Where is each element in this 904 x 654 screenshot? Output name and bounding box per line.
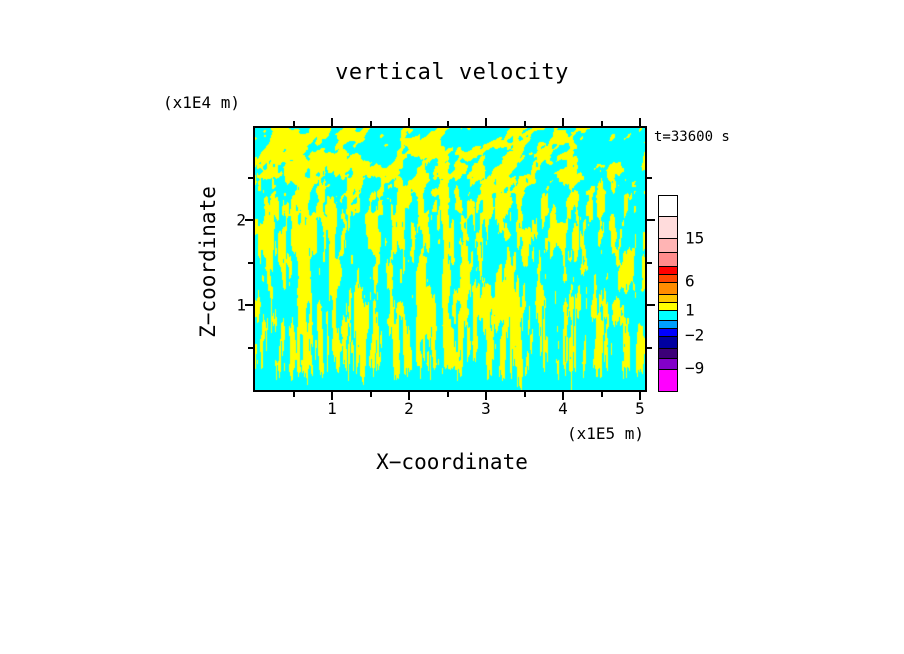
colorbar-segment: [659, 328, 677, 336]
x-axis-tick-label: 2: [404, 399, 414, 418]
x-axis-major-tick: [639, 392, 641, 400]
z-axis-minor-tick: [248, 261, 253, 264]
x-axis-minor-tick: [292, 392, 295, 397]
right-axis-major-tick: [647, 304, 655, 306]
z-axis-tick-label: 2: [236, 210, 246, 230]
colorbar-segment: [659, 238, 677, 252]
z-axis-minor-tick: [248, 176, 253, 179]
colorbar-segment: [659, 369, 677, 391]
top-axis-major-tick: [331, 118, 333, 126]
top-axis-major-tick: [562, 118, 564, 126]
time-annotation: t=33600 s: [654, 129, 730, 145]
top-axis-minor-tick: [292, 121, 295, 126]
z-axis-major-tick: [245, 219, 253, 221]
x-axis-minor-tick: [369, 392, 372, 397]
colorbar-segment: [659, 282, 677, 294]
chart-title: vertical velocity: [335, 60, 569, 85]
colorbar-segment: [659, 336, 677, 348]
colorbar-segment: [659, 252, 677, 266]
colorbar-segment: [659, 302, 677, 310]
x-axis-major-tick: [331, 392, 333, 400]
top-axis-major-tick: [485, 118, 487, 126]
colorbar-segment: [659, 320, 677, 328]
colorbar-segment: [659, 358, 677, 369]
x-axis-minor-tick: [523, 392, 526, 397]
z-axis-tick-label: 1: [236, 295, 246, 315]
x-axis-major-tick: [408, 392, 410, 400]
plot-frame: [253, 126, 647, 392]
colorbar-segment: [659, 294, 677, 302]
right-axis-minor-tick: [647, 261, 652, 264]
colorbar-tick-label: −9: [685, 358, 705, 378]
x-axis-minor-tick: [446, 392, 449, 397]
x-axis-tick-label: 1: [327, 399, 337, 418]
colorbar-tick-label: −2: [685, 325, 705, 345]
top-axis-minor-tick: [600, 121, 603, 126]
colorbar-segment: [659, 274, 677, 282]
x-axis-minor-tick: [600, 392, 603, 397]
top-axis-minor-tick: [523, 121, 526, 126]
x-axis-tick-label: 4: [558, 399, 568, 418]
z-axis-major-tick: [245, 304, 253, 306]
top-axis-major-tick: [639, 118, 641, 126]
z-axis-minor-tick: [248, 346, 253, 349]
top-axis-major-tick: [408, 118, 410, 126]
y-axis-unit-label: (x1E4 m): [163, 93, 241, 112]
z-axis-title: Z−coordinate: [196, 186, 220, 338]
x-axis-tick-label: 3: [481, 399, 491, 418]
colorbar-tick-label: 1: [685, 300, 695, 320]
velocity-field-canvas: [255, 128, 645, 390]
colorbar-segment: [659, 266, 677, 274]
x-axis-title: X−coordinate: [376, 450, 528, 474]
x-axis-major-tick: [562, 392, 564, 400]
top-axis-minor-tick: [446, 121, 449, 126]
right-axis-minor-tick: [647, 346, 652, 349]
colorbar: [658, 195, 678, 392]
colorbar-tick-label: 15: [685, 228, 705, 248]
right-axis-minor-tick: [647, 176, 652, 179]
colorbar-segment: [659, 348, 677, 358]
x-axis-unit-label: (x1E5 m): [567, 424, 645, 443]
x-axis-tick-label: 5: [635, 399, 645, 418]
colorbar-tick-label: 6: [685, 271, 695, 291]
colorbar-segment: [659, 196, 677, 216]
right-axis-major-tick: [647, 219, 655, 221]
colorbar-segment: [659, 310, 677, 320]
colorbar-segment: [659, 216, 677, 238]
x-axis-major-tick: [485, 392, 487, 400]
top-axis-minor-tick: [369, 121, 372, 126]
